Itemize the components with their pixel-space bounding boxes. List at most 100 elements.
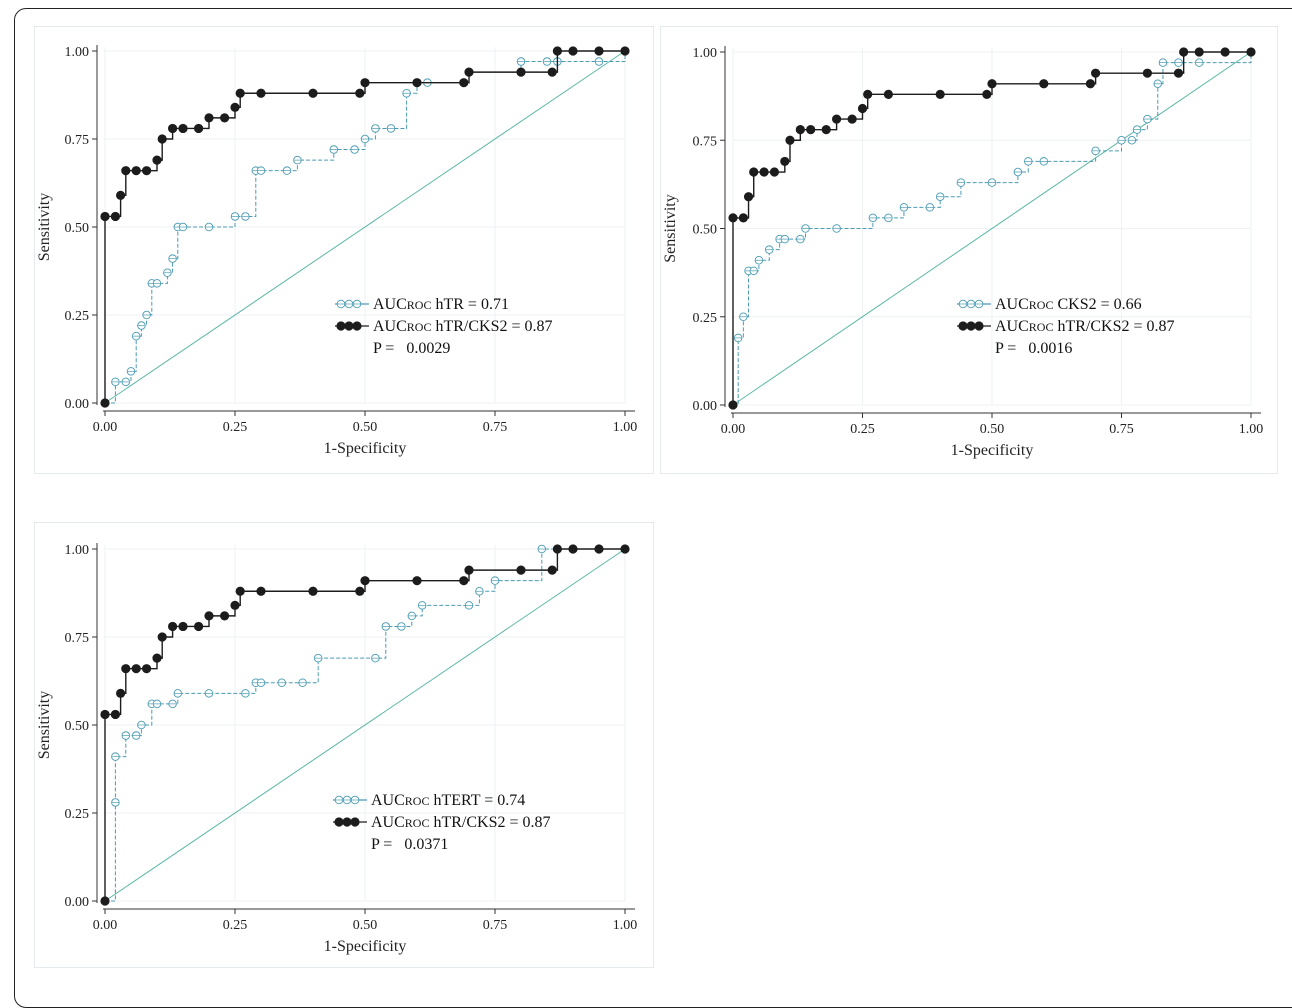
- roc-point-single: [241, 212, 250, 221]
- legend-auc: AUC: [995, 296, 1029, 313]
- roc-point-combined: [168, 123, 178, 134]
- roc-point-combined: [459, 576, 469, 586]
- roc-point-combined: [832, 114, 842, 124]
- roc-point-single: [277, 678, 287, 688]
- roc-point-combined: [100, 398, 110, 408]
- roc-point-combined: [738, 213, 748, 223]
- legend-value: hTR = 0.71: [431, 296, 508, 313]
- x-tick-label: 0.75: [483, 420, 508, 435]
- roc-point-combined: [780, 156, 790, 167]
- roc-point-combined: [594, 544, 604, 554]
- x-tick-label: 0.25: [223, 420, 248, 435]
- roc-point-combined: [116, 688, 126, 698]
- roc-point-combined: [728, 400, 738, 410]
- x-tick-label: 0.25: [223, 918, 248, 933]
- roc-point-combined: [308, 88, 318, 98]
- p-label: P =: [373, 340, 394, 357]
- roc-point-combined: [935, 89, 945, 99]
- roc-point-combined: [857, 103, 868, 114]
- x-axis-label: 1-Specificity: [324, 440, 407, 457]
- roc-point-single: [402, 88, 411, 98]
- roc-point-combined: [230, 600, 240, 610]
- legend-auc: AUC: [373, 318, 407, 335]
- roc-point-combined: [1039, 79, 1049, 89]
- roc-point-single: [298, 678, 307, 688]
- p-value: 0.0029: [406, 340, 450, 357]
- x-tick-label: 0.25: [850, 422, 875, 437]
- roc-point-combined: [552, 544, 563, 554]
- roc-point-combined: [355, 88, 365, 98]
- roc-point-combined: [594, 46, 604, 56]
- roc-point-combined: [342, 817, 352, 827]
- roc-point-combined: [795, 125, 805, 135]
- p-value: 0.0371: [404, 836, 448, 853]
- roc-chart-htr: 0.000.00 0.25 0.25 0.50 0.50 0.75 0.75 1.00 1.00…: [36, 45, 637, 457]
- y-tick-label: 1.00: [65, 543, 90, 558]
- roc-point-combined: [863, 89, 873, 99]
- y-tick-label: 0.25: [65, 807, 90, 822]
- roc-point-single: [178, 222, 188, 232]
- p-label: P =: [371, 836, 392, 853]
- roc-point-single: [152, 279, 162, 288]
- roc-point-single: [899, 203, 909, 212]
- roc-point-single: [168, 699, 177, 709]
- roc-point-combined: [1246, 47, 1256, 57]
- roc-point-single: [386, 124, 396, 133]
- roc-point-combined: [785, 135, 795, 145]
- legend-label: AUCROC hTR = 0.71: [373, 296, 509, 313]
- roc-point-combined: [552, 46, 563, 56]
- roc-point-combined: [728, 213, 738, 223]
- roc-point-combined: [1220, 47, 1230, 57]
- roc-point-single: [173, 689, 183, 698]
- legend-auc: AUC: [371, 792, 405, 809]
- x-tick-label: 0.00: [721, 422, 746, 437]
- roc-point-combined: [194, 621, 204, 632]
- y-tick-label: 0.75: [65, 631, 90, 646]
- roc-point-combined: [1179, 47, 1189, 57]
- series-combined: [100, 46, 630, 408]
- roc-point-combined: [412, 78, 422, 88]
- roc-point-single: [293, 155, 302, 165]
- roc-point-single: [417, 601, 427, 610]
- y-tick-label: 0.25: [693, 311, 718, 326]
- roc-point-single: [594, 57, 604, 66]
- roc-point-single: [1143, 114, 1152, 124]
- roc-point-single: [350, 145, 359, 154]
- legend-auc: AUC: [995, 318, 1029, 335]
- roc-point-single: [142, 310, 151, 320]
- roc-point-combined: [204, 611, 214, 621]
- legend-value: hTR/CKS2 = 0.87: [431, 318, 552, 335]
- roc-point-combined: [958, 321, 968, 331]
- roc-point-combined: [547, 67, 557, 77]
- legend-swatch: [335, 321, 369, 331]
- roc-point-single: [111, 377, 120, 387]
- roc-point-single: [163, 268, 172, 278]
- roc-point-combined: [100, 211, 110, 222]
- roc-point-single: [1127, 135, 1137, 145]
- y-axis-label: Sensitivity: [36, 691, 53, 759]
- legend-value: hTR/CKS2 = 0.87: [429, 814, 550, 831]
- roc-point-single: [360, 134, 370, 144]
- legend-roc: ROC: [407, 298, 432, 312]
- roc-point-combined: [100, 709, 110, 720]
- roc-point-combined: [1194, 47, 1204, 57]
- roc-point-single: [1039, 157, 1049, 166]
- roc-point-single: [1091, 146, 1100, 156]
- roc-point-combined: [412, 576, 422, 586]
- roc-point-combined: [847, 114, 857, 124]
- roc-panel-cks2: 0.00 0.00 0.25 0.25 0.50 0.50 0.75 0.75 1.00 1.00…: [660, 26, 1278, 474]
- roc-point-combined: [194, 123, 204, 134]
- y-tick-label: 0.50: [693, 223, 718, 238]
- roc-point-combined: [334, 817, 344, 827]
- roc-point-combined: [178, 621, 188, 632]
- reference-line: [104, 50, 626, 404]
- roc-panel-htert: 0.00 0.00 0.25 0.25 0.50 0.50 0.75 0.75 1.00 1.00…: [34, 522, 654, 968]
- roc-point-single: [1174, 58, 1183, 67]
- legend-auc: AUC: [371, 814, 405, 831]
- p-value: 0.0016: [1028, 340, 1072, 357]
- roc-point-single: [796, 234, 805, 244]
- legend-roc: ROC: [405, 816, 430, 830]
- roc-point-single: [329, 145, 339, 154]
- legend-swatch: [333, 817, 367, 827]
- roc-point-single: [475, 586, 484, 596]
